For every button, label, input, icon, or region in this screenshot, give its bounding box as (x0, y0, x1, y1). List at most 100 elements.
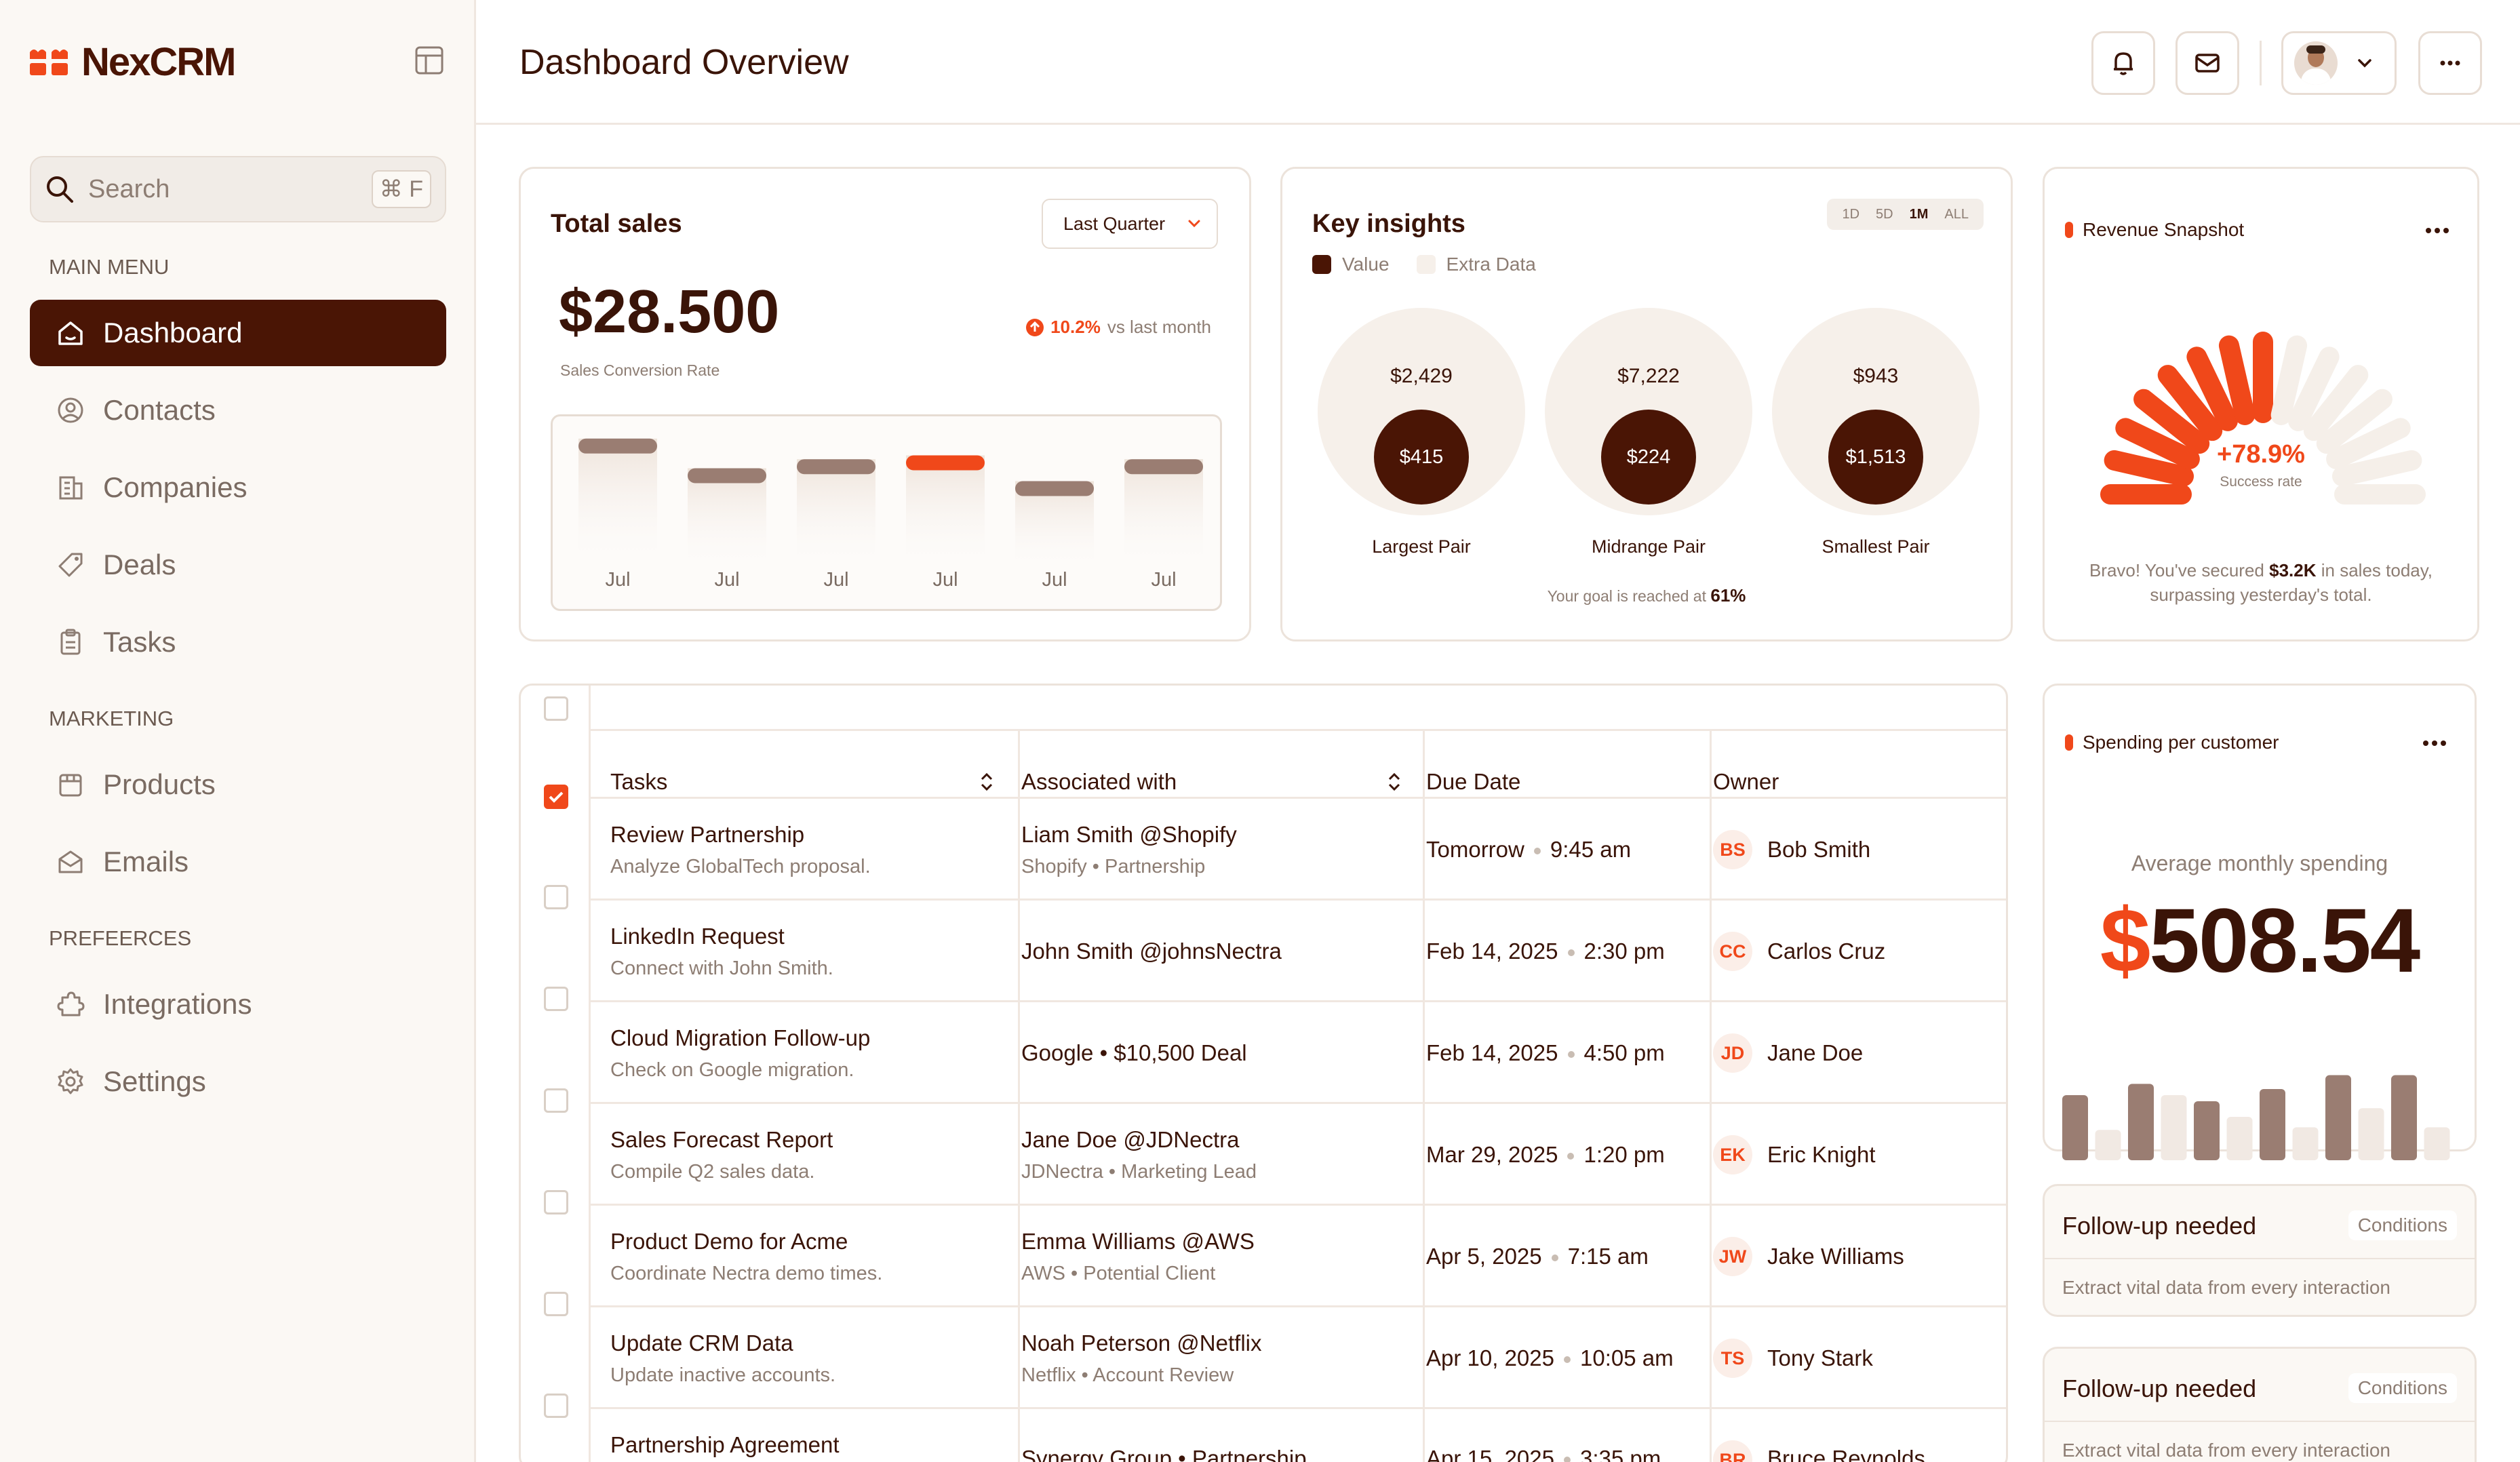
message-pre: Bravo! You've secured (2089, 560, 2264, 580)
spending-caption: Average monthly spending (2131, 851, 2388, 875)
gauge-segment (2115, 418, 2200, 469)
range-1m[interactable]: 1M (1909, 206, 1929, 222)
select-all-checkbox[interactable] (544, 696, 568, 721)
sales-bar[interactable] (1015, 481, 1094, 496)
sidebar-toggle-icon[interactable] (414, 45, 445, 76)
sales-chart-svg: Jul Jul Jul Jul Jul Jul (578, 438, 1203, 591)
sidebar-item-products[interactable]: Products (30, 751, 446, 818)
bell-icon (2114, 52, 2133, 75)
assoc-name[interactable]: Emma Williams @AWS (1021, 1228, 1255, 1254)
row-checkbox[interactable] (544, 1190, 568, 1214)
spending-bar[interactable] (2194, 1101, 2220, 1160)
conditions-tag[interactable]: Conditions (2348, 1373, 2457, 1403)
bar-shadow (1015, 481, 1094, 579)
spending-bar[interactable] (2226, 1117, 2253, 1160)
table-row[interactable]: Update CRM Data Update inactive accounts.… (589, 1305, 2006, 1407)
sales-bar[interactable] (1124, 459, 1203, 475)
sales-bar-chart: Jul Jul Jul Jul Jul Jul (551, 414, 1222, 611)
due-date: Apr 5, 2025 (1426, 1244, 1542, 1269)
assoc-name[interactable]: Liam Smith @Shopify (1021, 821, 1237, 847)
table-row[interactable]: Review Partnership Analyze GlobalTech pro… (589, 797, 2006, 898)
row-checkbox[interactable] (544, 1394, 568, 1418)
followup-card[interactable]: Follow-up needed Conditions Extract vita… (2043, 1184, 2477, 1317)
spending-bar[interactable] (2292, 1127, 2319, 1160)
pair-outer-value: $7,222 (1617, 365, 1680, 387)
top-bar: Dashboard Overview (476, 0, 2520, 125)
table-row[interactable]: Partnership Agreement Synergy Group • Pa… (589, 1407, 2006, 1462)
row-checkbox[interactable] (544, 1088, 568, 1113)
sidebar-item-contacts[interactable]: Contacts (30, 377, 446, 443)
assoc-name[interactable]: John Smith @johnsNectra (1021, 939, 1282, 964)
sales-bar[interactable] (906, 455, 985, 471)
column-header-tasks[interactable]: Tasks (610, 748, 997, 816)
gauge-segment (2104, 450, 2194, 487)
sort-icon[interactable] (977, 768, 997, 795)
spending-bar[interactable] (2161, 1095, 2187, 1160)
more-horizontal-icon[interactable] (2422, 220, 2453, 241)
search-input[interactable]: Search ⌘ F (30, 156, 446, 222)
column-header-associated[interactable]: Associated with (1021, 748, 1404, 816)
assoc-name[interactable]: Google • $10,500 Deal (1021, 1040, 1247, 1065)
sales-bar[interactable] (688, 468, 766, 483)
owner-avatar: BR (1713, 1440, 1752, 1462)
assoc-name[interactable]: Jane Doe @JDNectra (1021, 1126, 1240, 1152)
spending-bar[interactable] (2062, 1095, 2088, 1160)
sidebar-item-companies[interactable]: Companies (30, 454, 446, 521)
sidebar-item-label: Tasks (103, 626, 176, 658)
spending-bar[interactable] (2424, 1127, 2450, 1160)
spending-bar[interactable] (2260, 1089, 2285, 1160)
column-header-owner[interactable]: Owner (1713, 748, 1779, 816)
spending-bar[interactable] (2128, 1084, 2154, 1160)
sidebar-item-integrations[interactable]: Integrations (30, 971, 446, 1038)
sidebar-item-emails[interactable]: Emails (30, 829, 446, 895)
legend-swatch (1312, 255, 1331, 274)
due-date: Mar 29, 2025 (1426, 1142, 1558, 1167)
column-header-label: Owner (1713, 769, 1779, 794)
column-header-due-date[interactable]: Due Date (1426, 748, 1520, 816)
assoc-name[interactable]: Synergy Group • Partnership (1021, 1446, 1307, 1462)
followup-card[interactable]: Follow-up needed Conditions Extract vita… (2043, 1347, 2477, 1462)
sales-bar[interactable] (797, 459, 875, 475)
table-row[interactable]: LinkedIn Request Connect with John Smith.… (589, 898, 2006, 1000)
chevron-down-icon (1188, 220, 1200, 228)
more-horizontal-icon[interactable] (2419, 733, 2450, 753)
table-row[interactable]: Sales Forecast Report Compile Q2 sales da… (589, 1102, 2006, 1204)
more-options-button[interactable] (2418, 31, 2482, 95)
sidebar-item-tasks[interactable]: Tasks (30, 609, 446, 675)
sidebar-item-deals[interactable]: Deals (30, 532, 446, 598)
logo[interactable]: NexCRM (27, 39, 236, 85)
due-date: Feb 14, 2025 (1426, 1040, 1558, 1065)
range-all[interactable]: ALL (1944, 206, 1969, 222)
table-row[interactable]: Product Demo for Acme Coordinate Nectra d… (589, 1204, 2006, 1305)
conditions-tag[interactable]: Conditions (2348, 1210, 2457, 1240)
sidebar-item-dashboard[interactable]: Dashboard (30, 300, 446, 366)
sidebar-item-settings[interactable]: Settings (30, 1048, 446, 1115)
bar-shadow (1124, 459, 1203, 579)
notifications-button[interactable] (2091, 31, 2155, 95)
range-5d[interactable]: 5D (1876, 206, 1893, 222)
column-header-label: Tasks (610, 769, 668, 794)
column-header-label: Due Date (1426, 769, 1521, 794)
spending-bar[interactable] (2391, 1075, 2417, 1160)
messages-button[interactable] (2176, 31, 2239, 95)
due-time: 4:50 pm (1583, 1040, 1665, 1065)
row-checkbox[interactable] (544, 1292, 568, 1316)
profile-menu[interactable] (2281, 31, 2397, 95)
owner-avatar: JD (1713, 1033, 1752, 1073)
period-select-value: Last Quarter (1063, 213, 1166, 234)
sort-icon[interactable] (1384, 768, 1404, 795)
row-checkbox[interactable] (544, 785, 568, 809)
sales-bar[interactable] (578, 438, 657, 454)
assoc-name[interactable]: Noah Peterson @Netflix (1021, 1330, 1262, 1356)
range-1d[interactable]: 1D (1842, 206, 1860, 222)
spending-bar[interactable] (2325, 1075, 2351, 1160)
spending-bar[interactable] (2095, 1130, 2121, 1160)
table-row[interactable]: Cloud Migration Follow-up Check on Google… (589, 1000, 2006, 1102)
period-select[interactable]: Last Quarter (1042, 199, 1218, 249)
row-checkbox[interactable] (544, 987, 568, 1011)
legend-label: Extra Data (1446, 254, 1536, 275)
gauge-segment (2157, 365, 2223, 441)
row-checkbox[interactable] (544, 885, 568, 909)
message-line2: surpassing yesterday's total. (2150, 585, 2372, 605)
spending-bar[interactable] (2358, 1108, 2384, 1160)
